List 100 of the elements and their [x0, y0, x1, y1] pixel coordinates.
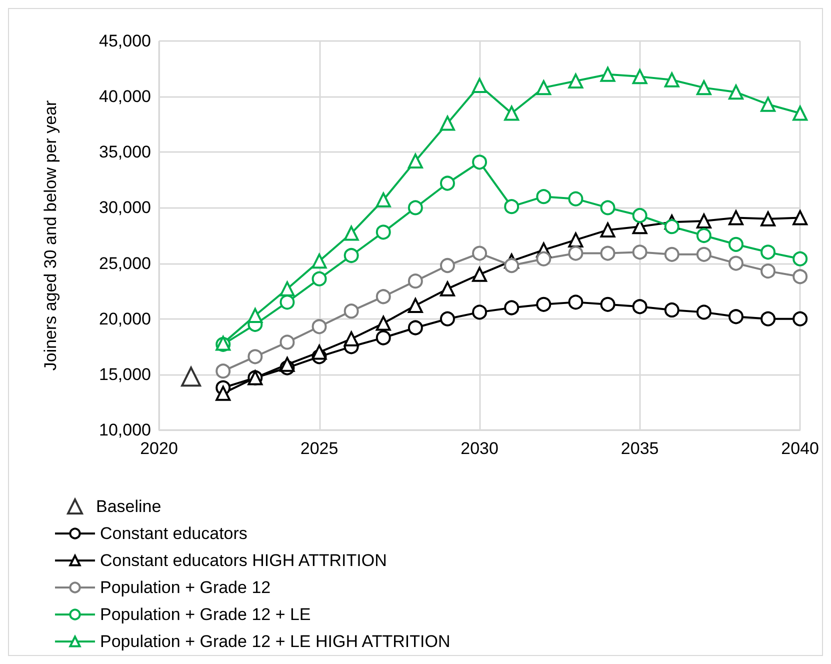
point — [280, 294, 295, 310]
point — [376, 289, 391, 304]
point — [376, 330, 391, 346]
point — [312, 319, 327, 334]
point — [664, 219, 680, 234]
point — [568, 232, 584, 248]
point — [312, 254, 327, 269]
y-tick-label: 10,000 — [99, 420, 151, 440]
point — [312, 344, 327, 360]
x-tick-label: 2040 — [781, 439, 820, 458]
point — [440, 258, 455, 274]
point — [792, 251, 808, 266]
point — [600, 200, 616, 216]
y-tick-label: 40,000 — [99, 87, 151, 106]
y-tick-label: 30,000 — [99, 198, 151, 218]
point — [216, 364, 231, 379]
point — [280, 281, 295, 296]
point — [376, 224, 391, 240]
point — [632, 244, 648, 260]
legend-label: Population + Grade 12 — [100, 578, 271, 597]
point — [696, 304, 712, 320]
legend-label: Constant educators — [100, 524, 248, 543]
point — [408, 298, 423, 314]
y-axis-title: Joiners aged 30 and below per year — [41, 100, 60, 371]
point — [760, 96, 776, 112]
point — [181, 366, 202, 387]
point — [760, 244, 776, 260]
point — [760, 311, 776, 326]
point — [472, 78, 488, 93]
point — [600, 246, 616, 261]
point — [472, 266, 488, 282]
point — [408, 154, 423, 169]
legend-label: Constant educators HIGH ATTRITION — [100, 551, 387, 570]
point — [344, 226, 359, 241]
point — [600, 296, 616, 312]
x-tick-label: 2030 — [460, 439, 498, 458]
point — [632, 208, 648, 223]
point — [632, 299, 648, 314]
point — [504, 199, 520, 214]
point — [376, 192, 391, 208]
point — [696, 246, 712, 262]
point — [696, 80, 712, 96]
point — [472, 154, 488, 170]
y-tick-label: 25,000 — [99, 254, 151, 273]
point — [440, 116, 455, 131]
point — [600, 222, 616, 238]
point — [472, 304, 488, 320]
point — [280, 334, 295, 350]
point — [728, 256, 744, 271]
y-tick-label: 35,000 — [99, 142, 151, 162]
point — [536, 189, 552, 204]
point — [664, 302, 680, 318]
y-tick-label: 15,000 — [99, 364, 151, 384]
point — [504, 258, 520, 274]
point — [312, 271, 327, 286]
y-tick-label: 45,000 — [99, 32, 151, 50]
point — [568, 74, 584, 89]
point — [728, 309, 744, 324]
point — [728, 210, 744, 226]
x-tick-label: 2035 — [620, 439, 659, 458]
y-tick-label: 20,000 — [99, 309, 151, 328]
point — [728, 236, 744, 252]
point — [696, 214, 712, 229]
legend-label: Population + Grade 12 + LE HIGH ATTRITION — [100, 632, 450, 651]
legend-label: Baseline — [96, 497, 162, 516]
point — [536, 80, 552, 96]
point — [760, 264, 776, 279]
point — [760, 211, 776, 226]
point — [568, 246, 584, 261]
point — [568, 294, 584, 310]
point — [792, 311, 808, 326]
point — [344, 331, 359, 346]
point — [664, 246, 680, 262]
point — [344, 304, 359, 319]
point — [696, 228, 712, 243]
point — [408, 200, 423, 216]
x-tick-label: 2020 — [140, 439, 178, 458]
point — [280, 356, 295, 372]
point — [440, 176, 455, 191]
point — [568, 191, 584, 206]
point — [728, 84, 744, 100]
point — [792, 269, 808, 284]
point — [440, 311, 455, 326]
point — [344, 248, 359, 263]
point — [792, 210, 808, 226]
legend-label: Population + Grade 12 + LE — [100, 605, 311, 624]
point — [792, 106, 808, 121]
point — [536, 296, 552, 312]
point — [408, 320, 423, 336]
point — [504, 300, 520, 316]
point — [408, 274, 423, 289]
point — [536, 251, 552, 266]
point — [248, 308, 263, 324]
point — [600, 66, 616, 82]
point — [504, 106, 520, 121]
point — [472, 246, 488, 261]
x-tick-label: 2025 — [300, 439, 338, 458]
point — [664, 72, 680, 88]
point — [216, 386, 231, 401]
point — [632, 69, 648, 84]
